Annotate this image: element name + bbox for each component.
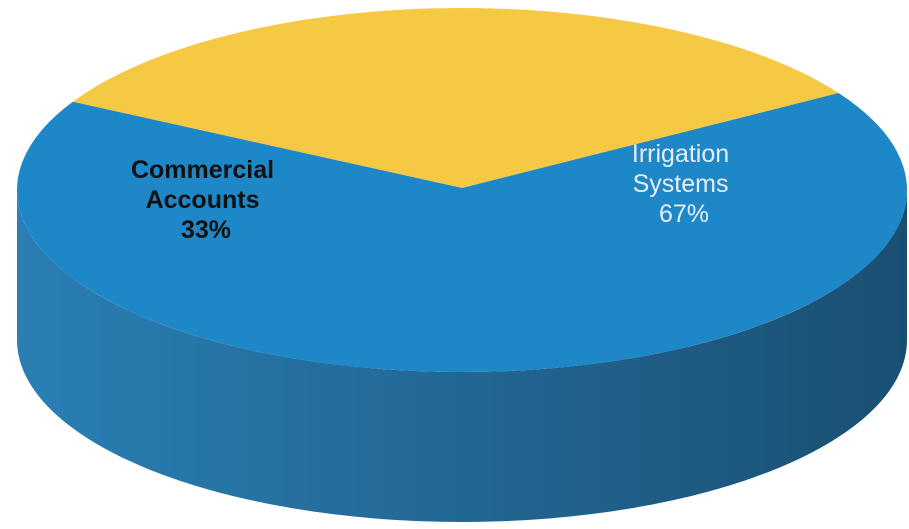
pie-slice-1 bbox=[16, 93, 907, 372]
commercial-accounts-label-line2: Accounts bbox=[146, 186, 260, 214]
pie-slice-0 bbox=[72, 7, 839, 188]
commercial-accounts-percent: 33% bbox=[181, 216, 231, 244]
pie-sides bbox=[17, 190, 907, 522]
irrigation-systems-percent: 67% bbox=[659, 200, 709, 228]
irrigation-systems-label-line1: Irrigation bbox=[632, 140, 729, 168]
pie-labels: Commercial Accounts 33% Irrigation Syste… bbox=[131, 140, 736, 244]
pie-side-1 bbox=[17, 190, 907, 522]
irrigation-systems-label: Irrigation Systems 67% bbox=[632, 140, 736, 228]
pie-tops bbox=[16, 7, 907, 372]
commercial-accounts-label: Commercial Accounts 33% bbox=[131, 156, 281, 244]
irrigation-systems-label-line2: Systems bbox=[633, 170, 729, 198]
commercial-accounts-label-line1: Commercial bbox=[131, 156, 274, 184]
